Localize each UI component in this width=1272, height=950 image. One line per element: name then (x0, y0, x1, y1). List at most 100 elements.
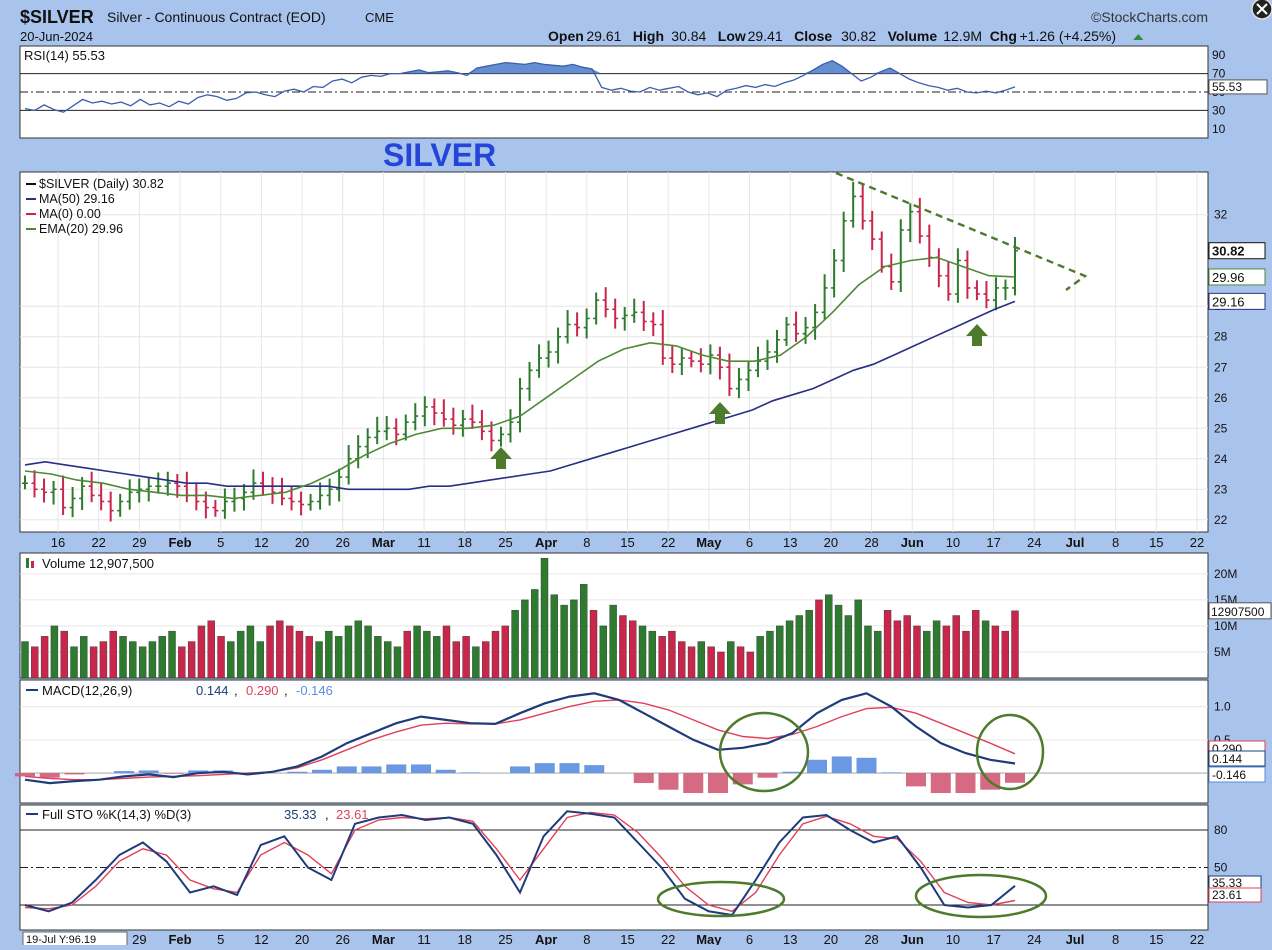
volume-bar (658, 636, 666, 679)
volume-bar (168, 630, 176, 679)
stochastic-tick-label: 80 (1214, 823, 1228, 837)
volume-bar (815, 599, 823, 679)
macd-histogram-bar (435, 769, 456, 774)
volume-bar (727, 641, 735, 679)
volume-bar (413, 625, 421, 679)
triangle-up-icon (1133, 34, 1144, 40)
ohlc-label: Chg (990, 28, 1017, 44)
stochastic-legend-value: 23.61 (336, 807, 369, 822)
macd-histogram-bar (534, 763, 555, 774)
volume-bar (70, 646, 78, 679)
volume-bar (305, 636, 313, 679)
volume-bar (285, 625, 294, 679)
volume-bar (40, 636, 49, 679)
volume-bar (766, 630, 774, 679)
volume-bar (138, 646, 147, 679)
x-tick-label: 22 (1190, 535, 1204, 550)
price-last-box (1208, 242, 1266, 260)
macd-histogram-bar (386, 764, 407, 774)
ohlc-label: Volume (888, 28, 938, 44)
x-tick-label: Jul (1066, 535, 1085, 550)
volume-last-label: 12907500 (1211, 605, 1265, 619)
volume-bar (825, 594, 833, 679)
price-tick-label: 32 (1214, 208, 1228, 222)
x-tick-label: Apr (535, 535, 557, 550)
x-circle-icon[interactable] (1251, 0, 1272, 20)
ohlc-label: Close (794, 28, 832, 44)
date: 20-Jun-2024 (20, 29, 93, 44)
stochastic-tick-label: 50 (1214, 861, 1228, 875)
volume-bar (864, 625, 872, 679)
volume-bar (148, 641, 157, 679)
volume-bar (756, 636, 764, 679)
volume-bar (129, 641, 137, 679)
bottom-x-tick-label: 20 (824, 932, 838, 945)
bottom-x-tick-label: 22 (661, 932, 675, 945)
rsi-last-label: 55.53 (1212, 80, 1242, 94)
volume-bar (31, 646, 39, 679)
price-frame (19, 171, 1209, 533)
volume-bar (60, 630, 68, 679)
price-tick-label: 24 (1214, 452, 1228, 466)
stochastic-legend-name: Full STO %K(14,3) %D(3) (42, 807, 191, 822)
volume-bar (697, 641, 706, 679)
stochastic-d-line (24, 811, 1016, 913)
x-tick-label: 11 (417, 535, 431, 550)
volume-bar (207, 620, 215, 679)
volume-bar (21, 641, 29, 679)
price-last-label: 29.16 (1212, 294, 1245, 309)
macd-histogram-bar (559, 763, 580, 774)
stochastic-legend-value: 35.33 (284, 807, 317, 822)
price-last-label: 29.96 (1212, 270, 1245, 285)
price-last-box (1208, 268, 1266, 286)
macd-tick-label: 1.0 (1214, 700, 1231, 714)
rsi-tick-label: 90 (1212, 48, 1226, 62)
macd-histogram-bar (930, 773, 951, 794)
macd-histogram-bar (15, 773, 35, 777)
volume-bar (501, 625, 509, 679)
volume-bar (442, 625, 451, 679)
stochastic-last-box (1208, 887, 1262, 903)
bottom-x-tick-label: Feb (168, 932, 191, 945)
volume-bar (746, 651, 755, 679)
price-tick-label: 28 (1214, 330, 1228, 344)
bottom-x-tick-label: Jun (901, 932, 924, 945)
volume-bar (785, 620, 794, 679)
volume-bar (119, 636, 127, 679)
volume-bar (472, 646, 480, 679)
volume-bar (217, 636, 225, 679)
volume-bar (638, 625, 647, 679)
volume-bar (560, 604, 568, 679)
volume-tick-label: 10M (1214, 619, 1237, 633)
bottom-x-tick-label: May (696, 932, 722, 945)
volume-bar (570, 599, 578, 679)
arrow-up-icon (709, 402, 731, 424)
exchange: CME (365, 10, 394, 25)
volume-bar (580, 584, 588, 679)
x-tick-label: 12 (254, 535, 268, 550)
macd-legend-value: -0.146 (296, 683, 333, 698)
symbol: $SILVER (20, 7, 94, 27)
volume-bar (923, 630, 931, 679)
bottom-x-tick-label: 22 (1190, 932, 1204, 945)
ohlc-label: High (633, 28, 664, 44)
volume-bar (991, 625, 1000, 679)
x-tick-label: 20 (824, 535, 838, 550)
macd-line (24, 692, 1016, 785)
stochastic-k-line (24, 810, 1016, 917)
macd-histogram-bar (831, 756, 852, 774)
rsi-overbought-fill (25, 60, 1015, 74)
volume-bar (462, 636, 470, 679)
bottom-x-tick-label: 6 (746, 932, 753, 945)
bottom-x-tick-label: 28 (864, 932, 878, 945)
volume-bar (962, 630, 970, 679)
brand: ©StockCharts.com (1091, 9, 1208, 25)
macd-legend-value: 0.144 (196, 683, 229, 698)
arrow-up-icon (490, 447, 512, 469)
price-tick-label: 25 (1214, 421, 1228, 435)
volume-last-box (1208, 602, 1272, 620)
x-tick-label: 8 (1112, 535, 1119, 550)
